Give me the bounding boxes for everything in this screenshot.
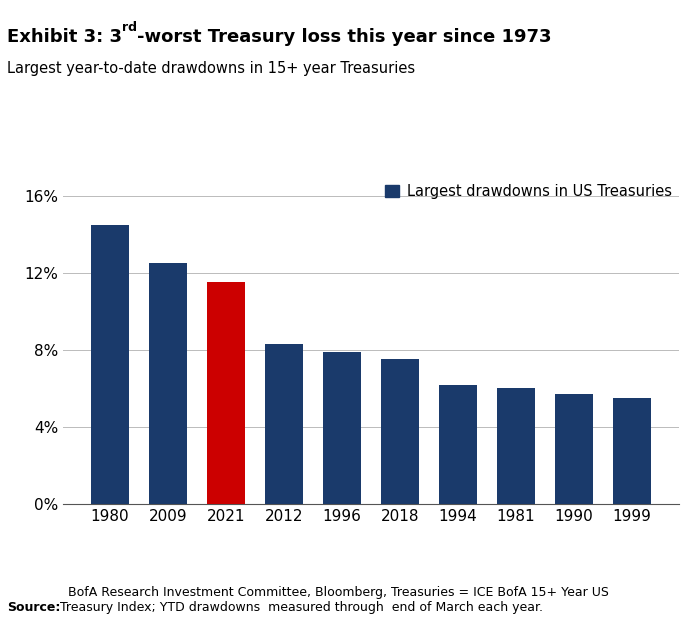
Legend: Largest drawdowns in US Treasuries: Largest drawdowns in US Treasuries xyxy=(385,184,672,198)
Text: Largest year-to-date drawdowns in 15+ year Treasuries: Largest year-to-date drawdowns in 15+ ye… xyxy=(7,61,415,76)
Bar xyxy=(207,282,245,504)
Bar xyxy=(497,388,535,504)
Bar xyxy=(323,352,360,504)
Bar xyxy=(91,224,129,504)
Text: rd: rd xyxy=(122,21,137,35)
Bar xyxy=(265,344,303,504)
Bar xyxy=(149,263,187,504)
Text: -worst Treasury loss this year since 1973: -worst Treasury loss this year since 197… xyxy=(137,28,552,47)
Bar xyxy=(439,384,477,504)
Bar xyxy=(555,394,593,504)
Text: Source:: Source: xyxy=(7,601,60,614)
Bar xyxy=(382,360,419,504)
Text: BofA Research Investment Committee, Bloomberg, Treasuries = ICE BofA 15+ Year US: BofA Research Investment Committee, Bloo… xyxy=(60,587,609,614)
Text: Exhibit 3: 3: Exhibit 3: 3 xyxy=(7,28,122,47)
Bar xyxy=(613,398,651,504)
